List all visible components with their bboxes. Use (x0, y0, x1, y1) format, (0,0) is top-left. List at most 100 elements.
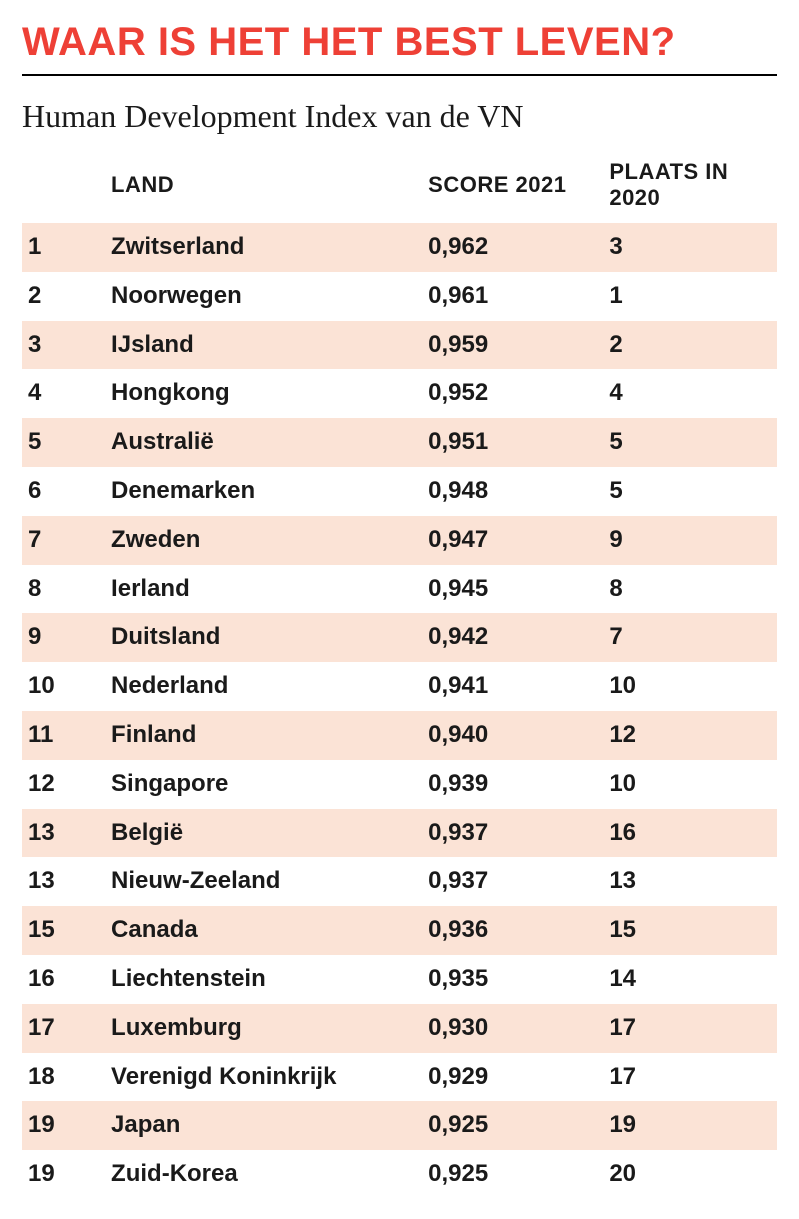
page-title: WAAR IS HET HET BEST LEVEN? (22, 20, 777, 64)
cell-land: Duitsland (105, 613, 422, 662)
table-row: 17Luxemburg0,93017 (22, 1004, 777, 1053)
table-body: 1Zwitserland0,96232Noorwegen0,96113IJsla… (22, 223, 777, 1199)
cell-place: 17 (603, 1004, 777, 1053)
cell-score: 0,925 (422, 1150, 603, 1199)
cell-rank: 18 (22, 1053, 105, 1102)
cell-score: 0,951 (422, 418, 603, 467)
cell-place: 2 (603, 321, 777, 370)
table-row: 3IJsland0,9592 (22, 321, 777, 370)
table-row: 5Australië0,9515 (22, 418, 777, 467)
cell-place: 4 (603, 369, 777, 418)
cell-land: België (105, 809, 422, 858)
cell-land: Noorwegen (105, 272, 422, 321)
col-header-rank (22, 149, 105, 223)
cell-rank: 13 (22, 857, 105, 906)
cell-rank: 9 (22, 613, 105, 662)
cell-score: 0,947 (422, 516, 603, 565)
col-header-land: LAND (105, 149, 422, 223)
cell-place: 16 (603, 809, 777, 858)
table-row: 16Liechtenstein0,93514 (22, 955, 777, 1004)
cell-score: 0,937 (422, 809, 603, 858)
cell-score: 0,952 (422, 369, 603, 418)
table-row: 4Hongkong0,9524 (22, 369, 777, 418)
cell-score: 0,940 (422, 711, 603, 760)
cell-place: 12 (603, 711, 777, 760)
cell-score: 0,935 (422, 955, 603, 1004)
table-row: 13België0,93716 (22, 809, 777, 858)
cell-rank: 6 (22, 467, 105, 516)
col-header-score: SCORE 2021 (422, 149, 603, 223)
table-row: 18Verenigd Koninkrijk0,92917 (22, 1053, 777, 1102)
cell-place: 3 (603, 223, 777, 272)
cell-score: 0,945 (422, 565, 603, 614)
cell-score: 0,962 (422, 223, 603, 272)
cell-land: Hongkong (105, 369, 422, 418)
cell-rank: 4 (22, 369, 105, 418)
cell-land: Zuid-Korea (105, 1150, 422, 1199)
cell-score: 0,948 (422, 467, 603, 516)
cell-place: 15 (603, 906, 777, 955)
cell-place: 5 (603, 467, 777, 516)
cell-place: 7 (603, 613, 777, 662)
cell-land: Zweden (105, 516, 422, 565)
cell-rank: 10 (22, 662, 105, 711)
cell-land: Ierland (105, 565, 422, 614)
cell-rank: 5 (22, 418, 105, 467)
cell-place: 10 (603, 662, 777, 711)
cell-rank: 12 (22, 760, 105, 809)
cell-score: 0,937 (422, 857, 603, 906)
table-row: 15Canada0,93615 (22, 906, 777, 955)
title-rule (22, 74, 777, 76)
cell-land: Canada (105, 906, 422, 955)
table-header-row: LAND SCORE 2021 PLAATS IN 2020 (22, 149, 777, 223)
cell-land: Verenigd Koninkrijk (105, 1053, 422, 1102)
table-row: 7Zweden0,9479 (22, 516, 777, 565)
col-header-place: PLAATS IN 2020 (603, 149, 777, 223)
cell-land: Liechtenstein (105, 955, 422, 1004)
cell-place: 10 (603, 760, 777, 809)
cell-land: Zwitserland (105, 223, 422, 272)
table-row: 6Denemarken0,9485 (22, 467, 777, 516)
cell-score: 0,942 (422, 613, 603, 662)
cell-land: Japan (105, 1101, 422, 1150)
table-row: 9Duitsland0,9427 (22, 613, 777, 662)
cell-place: 8 (603, 565, 777, 614)
cell-place: 20 (603, 1150, 777, 1199)
cell-score: 0,925 (422, 1101, 603, 1150)
table-row: 13Nieuw-Zeeland0,93713 (22, 857, 777, 906)
cell-place: 5 (603, 418, 777, 467)
cell-rank: 8 (22, 565, 105, 614)
cell-score: 0,939 (422, 760, 603, 809)
subtitle: Human Development Index van de VN (22, 98, 777, 135)
cell-score: 0,930 (422, 1004, 603, 1053)
table-row: 11Finland0,94012 (22, 711, 777, 760)
cell-place: 17 (603, 1053, 777, 1102)
table-row: 19Japan0,92519 (22, 1101, 777, 1150)
cell-land: Finland (105, 711, 422, 760)
cell-place: 14 (603, 955, 777, 1004)
table-row: 1Zwitserland0,9623 (22, 223, 777, 272)
cell-land: Luxemburg (105, 1004, 422, 1053)
cell-land: Nederland (105, 662, 422, 711)
table-row: 19Zuid-Korea0,92520 (22, 1150, 777, 1199)
cell-rank: 2 (22, 272, 105, 321)
cell-rank: 3 (22, 321, 105, 370)
cell-rank: 7 (22, 516, 105, 565)
cell-land: Singapore (105, 760, 422, 809)
cell-rank: 19 (22, 1101, 105, 1150)
table-row: 8Ierland0,9458 (22, 565, 777, 614)
cell-score: 0,959 (422, 321, 603, 370)
cell-rank: 15 (22, 906, 105, 955)
cell-rank: 11 (22, 711, 105, 760)
cell-rank: 16 (22, 955, 105, 1004)
cell-score: 0,929 (422, 1053, 603, 1102)
cell-score: 0,941 (422, 662, 603, 711)
cell-land: IJsland (105, 321, 422, 370)
cell-place: 19 (603, 1101, 777, 1150)
hdi-table: LAND SCORE 2021 PLAATS IN 2020 1Zwitserl… (22, 149, 777, 1199)
cell-rank: 1 (22, 223, 105, 272)
cell-place: 13 (603, 857, 777, 906)
cell-place: 1 (603, 272, 777, 321)
table-row: 2Noorwegen0,9611 (22, 272, 777, 321)
cell-rank: 17 (22, 1004, 105, 1053)
